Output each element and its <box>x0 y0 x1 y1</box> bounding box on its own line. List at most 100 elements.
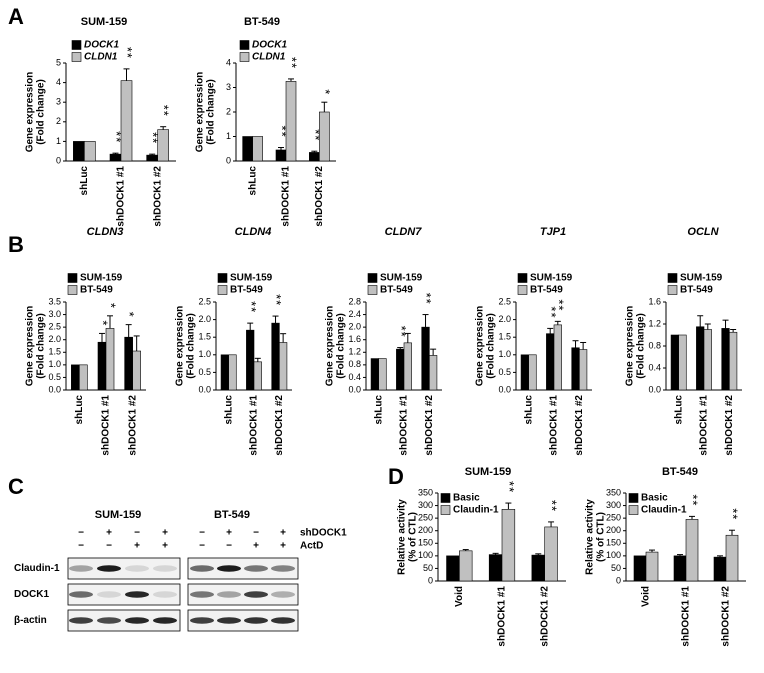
x-tick-label: shDOCK1 #2 <box>424 395 435 456</box>
legend-swatch <box>71 40 82 50</box>
legend-swatch <box>517 285 528 295</box>
significance: ** <box>157 105 172 117</box>
x-tick-label: shDOCK1 #2 <box>724 395 735 456</box>
error-bar <box>112 152 119 155</box>
bar <box>319 111 330 162</box>
significance: ** <box>544 306 559 318</box>
y-tick-label: 2.4 <box>348 309 361 319</box>
error-bar <box>649 549 655 553</box>
legend-label: SUM-159 <box>80 273 123 284</box>
error-bar <box>107 315 113 329</box>
y-tick-label: 0 <box>226 155 231 165</box>
y-axis-label: (Fold change) <box>36 79 47 145</box>
legend-label: BT-549 <box>80 285 113 296</box>
y-axis-label: (Fold change) <box>636 313 647 379</box>
y-axis-label: Gene expression <box>175 306 186 387</box>
condition-label: shDOCK1 <box>300 528 347 539</box>
bar <box>279 342 288 391</box>
row-label: Claudin-1 <box>14 563 60 574</box>
y-tick-label: 2.0 <box>198 314 211 324</box>
condition-sign: − <box>226 541 232 552</box>
legend-label: Claudin-1 <box>641 505 687 516</box>
legend-swatch <box>667 285 678 295</box>
significance: ** <box>394 326 409 338</box>
bar <box>459 550 473 582</box>
significance: ** <box>726 508 741 520</box>
chart-title: CLDN7 <box>385 226 423 238</box>
blot-band <box>69 617 93 624</box>
bar <box>673 555 687 582</box>
blot-band <box>190 591 214 598</box>
significance: ** <box>686 494 701 506</box>
legend-label: DOCK1 <box>84 40 119 51</box>
bar <box>703 329 712 391</box>
condition-sign: − <box>78 528 84 539</box>
x-tick-label: shLuc <box>74 395 85 425</box>
bar <box>421 326 430 391</box>
y-tick-label: 0 <box>428 575 433 585</box>
x-tick-label: shDOCK1 #2 <box>152 166 163 227</box>
error-bar <box>554 320 561 325</box>
y-tick-label: 1.0 <box>498 349 511 359</box>
panel-label: A <box>8 4 24 29</box>
row-label: DOCK1 <box>14 589 49 600</box>
legend-label: DOCK1 <box>252 40 287 51</box>
y-tick-label: 1.6 <box>648 296 661 306</box>
blot-band <box>69 565 93 572</box>
blot-frame <box>67 583 181 606</box>
legend-label: BT-549 <box>380 285 413 296</box>
legend-label: SUM-159 <box>680 273 723 284</box>
error-bar <box>280 333 287 343</box>
legend-swatch <box>367 273 378 283</box>
bar <box>84 141 96 162</box>
bar <box>309 152 320 162</box>
legend-swatch <box>517 273 528 283</box>
blot-band <box>190 565 214 572</box>
blot-frame <box>187 609 299 632</box>
error-bar <box>462 549 469 551</box>
y-tick-label: 1.2 <box>348 347 361 357</box>
chart-title: SUM-159 <box>465 466 511 478</box>
bar <box>528 354 537 391</box>
blot-frame <box>67 609 181 632</box>
bar <box>220 354 229 391</box>
blot-band <box>153 591 177 598</box>
blot-band <box>190 617 214 624</box>
x-tick-label: shDOCK1 #1 <box>497 586 508 647</box>
error-bar <box>160 126 167 130</box>
y-tick-label: 1.0 <box>48 359 61 369</box>
x-tick-label: shDOCK1 #2 <box>314 166 325 227</box>
y-tick-label: 2 <box>56 116 61 126</box>
legend-swatch <box>217 285 228 295</box>
bar <box>429 355 438 391</box>
condition-sign: − <box>199 541 205 552</box>
error-bar <box>149 153 156 156</box>
y-axis-label: (Fold change) <box>336 313 347 379</box>
error-bar <box>288 78 294 82</box>
significance: ** <box>109 131 124 143</box>
error-bar <box>430 348 437 356</box>
bar <box>105 328 115 391</box>
blot-band <box>125 617 149 624</box>
blot-band <box>217 617 241 624</box>
y-tick-label: 300 <box>418 500 433 510</box>
blot-band <box>217 591 241 598</box>
error-bar <box>99 332 105 343</box>
x-tick-label: shLuc <box>673 395 684 425</box>
y-tick-label: 1.5 <box>48 347 61 357</box>
y-tick-label: 300 <box>606 500 621 510</box>
y-axis-label: (Fold change) <box>486 313 497 379</box>
y-tick-label: 3.0 <box>48 309 61 319</box>
y-axis-label: Gene expression <box>25 72 36 153</box>
x-tick-label: shDOCK1 #1 <box>116 166 127 227</box>
y-tick-label: 5 <box>56 57 61 67</box>
significance: ** <box>269 294 284 306</box>
bar <box>488 554 503 582</box>
condition-sign: − <box>106 541 112 552</box>
y-axis-label: Gene expression <box>25 306 36 387</box>
bar <box>253 361 262 391</box>
y-tick-label: 0.5 <box>498 367 511 377</box>
chart-title: CLDN3 <box>87 226 124 238</box>
blot-band <box>97 617 121 624</box>
y-tick-label: 2.0 <box>48 334 61 344</box>
